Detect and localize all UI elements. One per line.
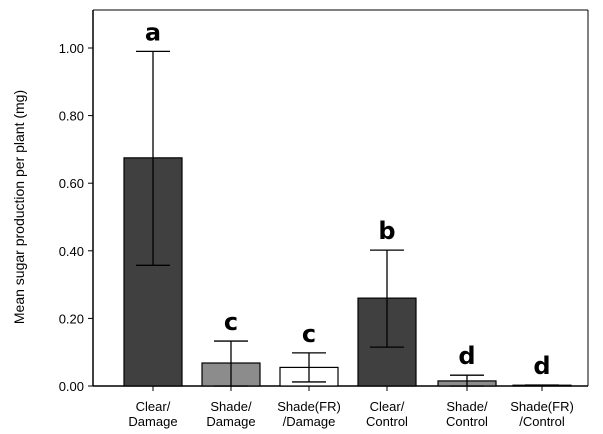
y-tick-label: 0.60 xyxy=(59,176,84,191)
x-tick-label: /Damage xyxy=(283,414,336,429)
y-tick-label: 0.80 xyxy=(59,109,84,124)
x-tick-label: Shade/ xyxy=(210,399,252,414)
y-axis-title: Mean sugar production per plant (mg) xyxy=(11,90,27,324)
y-tick-label: 1.00 xyxy=(59,41,84,56)
significance-letters: a c c b d d xyxy=(145,18,551,380)
significance-letter: d xyxy=(458,342,475,370)
y-tick-label: 0.40 xyxy=(59,244,84,259)
x-tick-label: Clear/ xyxy=(370,399,405,414)
y-tick-label: 0.20 xyxy=(59,311,84,326)
category-labels: Clear/DamageShade/DamageShade(FR)/Damage… xyxy=(128,399,573,429)
x-tick-label: Damage xyxy=(128,414,177,429)
error-bars xyxy=(136,50,559,387)
x-tick-label: Shade/ xyxy=(446,399,488,414)
x-tick-label: /Control xyxy=(519,414,565,429)
significance-letter: c xyxy=(302,320,316,348)
y-tick-label: 0.00 xyxy=(59,379,84,394)
x-tick-label: Clear/ xyxy=(136,399,171,414)
x-tick-label: Control xyxy=(446,414,488,429)
significance-letter: b xyxy=(378,217,395,245)
x-axis xyxy=(93,385,588,391)
significance-letter: d xyxy=(533,352,550,380)
significance-letter: a xyxy=(145,18,161,46)
x-tick-label: Shade(FR) xyxy=(277,399,341,414)
x-tick-label: Shade(FR) xyxy=(510,399,574,414)
x-tick-label: Control xyxy=(366,414,408,429)
x-tick-label: Damage xyxy=(206,414,255,429)
significance-letter: c xyxy=(224,308,238,336)
y-axis: 0.00 0.20 0.40 0.60 0.80 1.00 xyxy=(59,9,589,394)
bars xyxy=(123,157,572,387)
